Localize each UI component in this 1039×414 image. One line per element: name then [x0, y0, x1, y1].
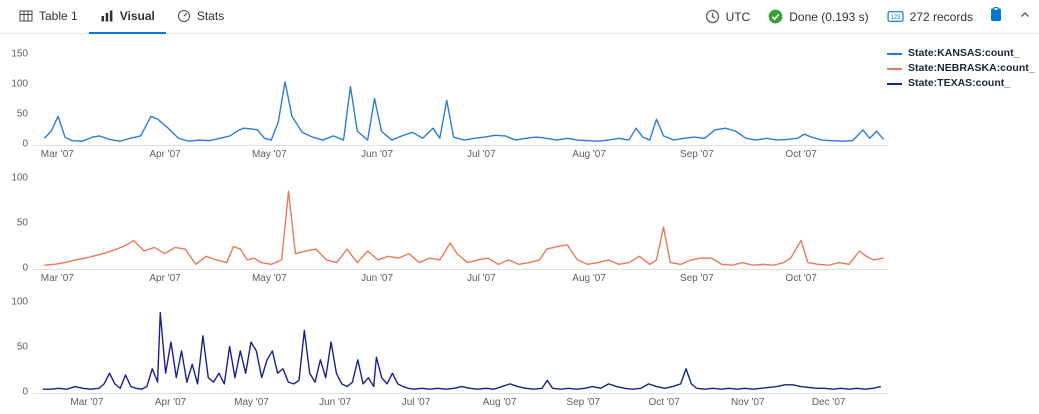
chart-panel-nebraska: 0 50 100 Mar '07 Apr '07 May '07 Jun '07 Jul '…	[0, 166, 1039, 286]
x-tick-label: Apr '07	[154, 397, 187, 408]
table-icon	[19, 9, 33, 23]
x-tick-label: Dec '07	[811, 397, 846, 408]
tab-stats[interactable]: Stats	[166, 0, 235, 34]
y-axis: 0 50 100	[0, 296, 33, 398]
timezone-selector[interactable]: UTC	[705, 9, 751, 24]
y-tick-label: 0	[22, 138, 28, 150]
record-count: 123 272 records	[887, 9, 973, 24]
y-tick-label: 100	[11, 78, 28, 90]
x-tick-label: Mar '07	[70, 397, 104, 408]
x-tick-label: Oct '07	[785, 273, 817, 284]
tab-table-1[interactable]: Table 1	[8, 0, 89, 34]
y-tick-label: 150	[11, 48, 28, 60]
x-tick-label: May '07	[251, 273, 287, 284]
visual-results-area: 0 50 100 150 Mar '07 Apr '07 May '07 Jun '07 Ju…	[0, 34, 1039, 414]
x-tick-label: Jul '07	[401, 397, 431, 408]
y-axis: 0 50 100 150	[0, 48, 33, 150]
x-tick-label: Mar '07	[40, 273, 74, 284]
x-tick-label: Aug '07	[572, 149, 606, 160]
x-tick-label: Oct '07	[785, 149, 817, 160]
legend-item[interactable]: State:NEBRASKA:count_	[887, 61, 1035, 76]
legend-line-swatch-icon	[887, 67, 902, 70]
y-tick-label: 50	[16, 217, 28, 229]
legend: State:KANSAS:count_ State:NEBRASKA:count_…	[887, 46, 1035, 91]
y-tick-label: 50	[16, 108, 28, 120]
legend-label: State:KANSAS:count_	[908, 47, 1020, 59]
chart-panel-kansas: 0 50 100 150 Mar '07 Apr '07 May '07 Jun '07 Ju…	[0, 42, 1039, 162]
line-plot-kansas[interactable]	[33, 50, 888, 146]
bar-chart-icon	[100, 9, 114, 23]
line-plot-texas[interactable]	[33, 298, 888, 394]
query-status: Done (0.193 s)	[768, 9, 869, 24]
x-tick-label: Mar '07	[40, 149, 74, 160]
legend-line-swatch-icon	[887, 82, 902, 85]
x-tick-label: Jun '07	[319, 397, 352, 408]
record-count-label: 272 records	[909, 9, 973, 24]
records-count-icon: 123	[887, 9, 904, 24]
x-tick-label: Apr '07	[149, 273, 181, 284]
x-tick-label: Aug '07	[482, 397, 517, 408]
x-tick-label: Jul '07	[467, 149, 496, 160]
x-axis: Mar '07 Apr '07 May '07 Jun '07 Jul '07 Aug '…	[33, 394, 888, 410]
tab-label: Table 1	[39, 8, 78, 23]
legend-label: State:NEBRASKA:count_	[908, 62, 1035, 74]
y-tick-label: 0	[22, 386, 28, 398]
line-plot-nebraska[interactable]	[33, 174, 888, 270]
legend-label: State:TEXAS:count_	[908, 77, 1011, 89]
y-tick-label: 100	[11, 172, 28, 184]
x-tick-label: Sep '07	[680, 273, 714, 284]
x-tick-label: Sep '07	[566, 397, 601, 408]
tab-label: Stats	[196, 8, 225, 23]
gauge-icon	[177, 9, 191, 23]
collapse-panel-button[interactable]	[1019, 8, 1031, 26]
tab-label: Visual	[119, 8, 155, 23]
svg-text:123: 123	[890, 15, 901, 21]
x-tick-label: May '07	[251, 149, 287, 160]
chart-panel-texas: 0 50 100 Mar '07 Apr '07 May '07 Jun '07 Jul '…	[0, 290, 1039, 410]
timezone-label: UTC	[725, 9, 751, 24]
x-axis: Mar '07 Apr '07 May '07 Jun '07 Jul '07 Aug '…	[33, 270, 888, 286]
x-tick-label: May '07	[234, 397, 269, 408]
x-tick-label: Nov '07	[730, 397, 765, 408]
collapse-chevron-icon	[1019, 8, 1031, 26]
tab-visual[interactable]: Visual	[88, 0, 166, 34]
copy-results-button[interactable]	[989, 6, 1003, 27]
x-tick-label: Oct '07	[648, 397, 680, 408]
x-tick-label: Aug '07	[572, 273, 606, 284]
query-status-label: Done (0.193 s)	[789, 9, 869, 24]
y-tick-label: 0	[22, 262, 28, 274]
y-tick-label: 100	[11, 296, 28, 308]
check-circle-icon	[768, 9, 783, 24]
y-tick-label: 50	[16, 341, 28, 353]
legend-line-swatch-icon	[887, 52, 902, 55]
clock-icon	[705, 9, 720, 24]
x-tick-label: Apr '07	[149, 149, 181, 160]
y-axis: 0 50 100	[0, 172, 33, 274]
x-axis: Mar '07 Apr '07 May '07 Jun '07 Jul '07 Aug '…	[33, 146, 888, 162]
x-tick-label: Jun '07	[361, 273, 394, 284]
x-tick-label: Jun '07	[361, 149, 394, 160]
legend-item[interactable]: State:KANSAS:count_	[887, 46, 1035, 61]
x-tick-label: Jul '07	[467, 273, 496, 284]
clipboard-icon	[989, 6, 1003, 27]
x-tick-label: Sep '07	[680, 149, 714, 160]
results-toolbar: Table 1 Visual Stats UTC Done (0.193 s) …	[0, 0, 1039, 34]
legend-item[interactable]: State:TEXAS:count_	[887, 76, 1035, 91]
